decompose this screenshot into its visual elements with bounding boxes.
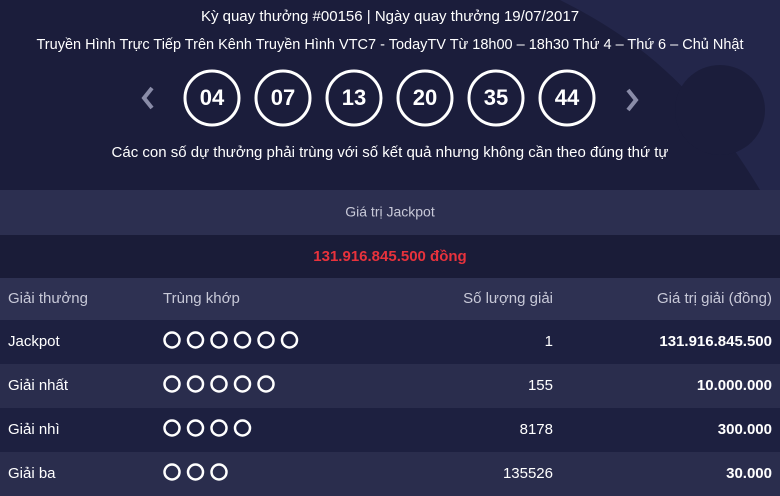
table-header-band [0, 278, 780, 320]
match-circle [186, 375, 205, 393]
column-header: Trùng khớp [163, 290, 240, 307]
match-circle [163, 419, 181, 437]
winning-number: 44 [555, 85, 580, 110]
number-ball [396, 69, 454, 127]
table-row [0, 408, 780, 452]
prize-name: Giải ba [8, 465, 56, 482]
jackpot-label: Giá trị Jackpot [345, 204, 435, 220]
column-header: Giá trị giải (đồng) [657, 290, 772, 307]
match-circle [210, 419, 228, 437]
match-circle [210, 375, 228, 393]
match-circle [163, 463, 181, 481]
table-row [0, 320, 780, 364]
prize-count: 8178 [520, 421, 553, 438]
match-circle [186, 463, 205, 481]
jackpot-value: 131.916.845.500 đồng [313, 248, 466, 265]
note: Các con số dự thưởng phải trùng với số k… [112, 144, 669, 161]
prize-count: 1 [545, 333, 553, 350]
winning-number: 13 [342, 85, 366, 110]
broadcast-info: Truyền Hình Trực Tiếp Trên Kênh Truyền H… [36, 37, 743, 53]
column-header: Giải thưởng [8, 290, 88, 307]
match-circle [186, 331, 205, 349]
table-row [0, 452, 780, 496]
match-circle [257, 331, 275, 349]
match-circle [233, 331, 252, 349]
decoration [560, 0, 780, 190]
winning-number: 20 [413, 85, 437, 110]
match-circle [280, 331, 299, 349]
prize-count: 135526 [503, 465, 553, 482]
decoration [675, 65, 765, 155]
number-ball [183, 69, 241, 127]
prize-name: Giải nhì [8, 421, 60, 438]
match-circle [210, 463, 228, 481]
jackpot-label-band [0, 190, 780, 235]
column-header: Số lượng giải [463, 290, 553, 307]
winning-number: 04 [200, 85, 225, 110]
match-circle [163, 331, 181, 349]
table-row [0, 364, 780, 408]
prize-name: Jackpot [8, 333, 61, 350]
number-ball [325, 69, 383, 127]
match-circle [210, 331, 228, 349]
match-circle [186, 419, 205, 437]
number-ball [467, 69, 525, 127]
prize-value: 300.000 [718, 421, 772, 438]
match-circle [163, 375, 181, 393]
jackpot-value-band [0, 235, 780, 278]
next-arrow[interactable] [626, 88, 639, 112]
draw-info: Kỳ quay thưởng #00156 | Ngày quay thưởng… [201, 8, 579, 25]
prize-name: Giải nhất [8, 377, 69, 394]
match-circle [233, 419, 252, 437]
winning-number: 35 [484, 85, 508, 110]
prize-count: 155 [528, 377, 553, 394]
prev-arrow[interactable] [141, 86, 154, 110]
winning-number: 07 [271, 85, 295, 110]
number-ball [254, 69, 312, 127]
number-ball [538, 69, 596, 127]
prize-value: 131.916.845.500 [659, 333, 772, 350]
prize-value: 30.000 [726, 465, 772, 482]
prize-value: 10.000.000 [697, 377, 772, 394]
match-circle [233, 375, 252, 393]
match-circle [257, 375, 275, 393]
